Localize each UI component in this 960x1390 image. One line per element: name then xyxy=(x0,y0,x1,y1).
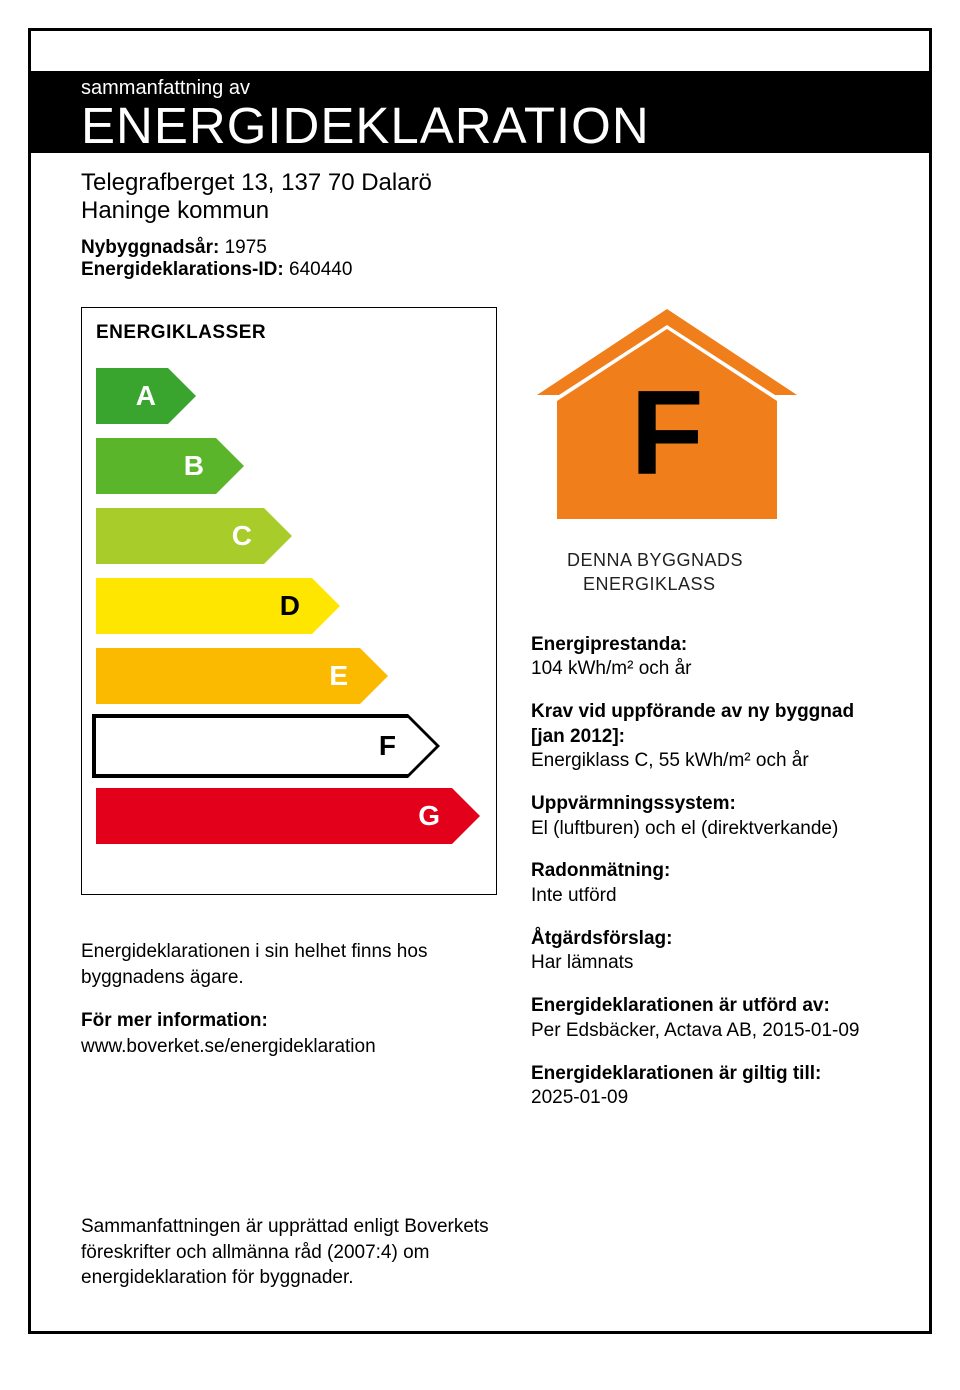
energy-classes-title: ENERGIKLASSER xyxy=(96,322,480,344)
content-area: Telegrafberget 13, 137 70 Dalarö Haninge… xyxy=(31,153,929,1129)
header-title: ENERGIDEKLARATION xyxy=(81,100,929,151)
energy-class-row-d: D xyxy=(96,578,480,638)
address-line-2: Haninge kommun xyxy=(81,197,879,225)
energy-class-row-a: A xyxy=(96,368,480,428)
availability-text: Energideklarationen i sin helhet finns h… xyxy=(81,939,497,990)
svg-text:F: F xyxy=(630,366,703,500)
info-valid-until: Energideklarationen är giltig till: 2025… xyxy=(531,1062,879,1111)
energy-class-bars: A B C D E F G xyxy=(96,368,480,848)
energy-class-letter-a: A xyxy=(136,380,156,412)
valid-until-value: 2025-01-09 xyxy=(531,1087,628,1108)
house-caption: DENNA BYGGNADS ENERGIKLASS xyxy=(567,548,797,597)
meta-declaration-id: Energideklarations-ID: 640440 xyxy=(81,259,879,281)
performed-by-value: Per Edsbäcker, Actava AB, 2015-01-09 xyxy=(531,1020,859,1041)
measures-label: Åtgärdsförslag: xyxy=(531,927,879,952)
info-performance: Energiprestanda: 104 kWh/m² och år xyxy=(531,633,879,682)
energy-class-letter-g: G xyxy=(418,800,440,832)
heating-value: El (luftburen) och el (direktverkande) xyxy=(531,818,838,839)
more-info-link: www.boverket.se/energideklaration xyxy=(81,1036,376,1057)
meta-year-built: Nybyggnadsår: 1975 xyxy=(81,237,879,259)
left-column: ENERGIKLASSER A B C D E F G Energideklaratione… xyxy=(81,307,497,1129)
year-built-label: Nybyggnadsår: xyxy=(81,237,219,258)
right-column: F DENNA BYGGNADS ENERGIKLASS Energiprest… xyxy=(531,307,879,1129)
declaration-id-value: 640440 xyxy=(289,259,352,280)
year-built-value: 1975 xyxy=(225,237,267,258)
page-frame: sammanfattning av ENERGIDEKLARATION Tele… xyxy=(28,28,932,1334)
heating-label: Uppvärmningssystem: xyxy=(531,792,879,817)
house-caption-line2: ENERGIKLASS xyxy=(583,572,797,596)
left-notes: Energideklarationen i sin helhet finns h… xyxy=(81,939,497,1060)
energy-class-row-g: G xyxy=(96,788,480,848)
info-requirement: Krav vid uppförande av ny byggnad [jan 2… xyxy=(531,700,879,774)
house-badge: F DENNA BYGGNADS ENERGIKLASS xyxy=(537,309,797,597)
performance-label: Energiprestanda: xyxy=(531,633,879,658)
footer-note: Sammanfattningen är upprättad enligt Bov… xyxy=(81,1214,501,1291)
energy-class-letter-c: C xyxy=(232,520,252,552)
energy-class-letter-e: E xyxy=(329,660,348,692)
energy-class-letter-d: D xyxy=(280,590,300,622)
info-radon: Radonmätning: Inte utförd xyxy=(531,859,879,908)
declaration-id-label: Energideklarations-ID: xyxy=(81,259,284,280)
energy-class-row-b: B xyxy=(96,438,480,498)
header-band: sammanfattning av ENERGIDEKLARATION xyxy=(31,71,929,153)
energy-class-letter-b: B xyxy=(184,450,204,482)
address-line-1: Telegrafberget 13, 137 70 Dalarö xyxy=(81,169,879,197)
info-measures: Åtgärdsförslag: Har lämnats xyxy=(531,927,879,976)
info-block: Energiprestanda: 104 kWh/m² och år Krav … xyxy=(531,633,879,1111)
energy-class-row-e: E xyxy=(96,648,480,708)
info-heating: Uppvärmningssystem: El (luftburen) och e… xyxy=(531,792,879,841)
performed-by-label: Energideklarationen är utförd av: xyxy=(531,994,879,1019)
energy-class-row-f: F xyxy=(96,718,480,778)
performance-value: 104 kWh/m² och år xyxy=(531,658,692,679)
more-info-block: För mer information: www.boverket.se/ene… xyxy=(81,1008,497,1059)
radon-value: Inte utförd xyxy=(531,885,617,906)
two-column-layout: ENERGIKLASSER A B C D E F G Energideklaratione… xyxy=(81,307,879,1129)
info-performed-by: Energideklarationen är utförd av: Per Ed… xyxy=(531,994,879,1043)
energy-classes-box: ENERGIKLASSER A B C D E F G xyxy=(81,307,497,895)
energy-class-row-c: C xyxy=(96,508,480,568)
more-info-label: För mer information: xyxy=(81,1010,268,1031)
requirement-value: Energiklass C, 55 kWh/m² och år xyxy=(531,750,809,771)
requirement-label: Krav vid uppförande av ny byggnad [jan 2… xyxy=(531,700,879,749)
energy-class-letter-f: F xyxy=(379,730,396,762)
radon-label: Radonmätning: xyxy=(531,859,879,884)
valid-until-label: Energideklarationen är giltig till: xyxy=(531,1062,879,1087)
measures-value: Har lämnats xyxy=(531,952,633,973)
house-caption-line1: DENNA BYGGNADS xyxy=(567,548,797,572)
house-icon: F xyxy=(537,309,797,529)
